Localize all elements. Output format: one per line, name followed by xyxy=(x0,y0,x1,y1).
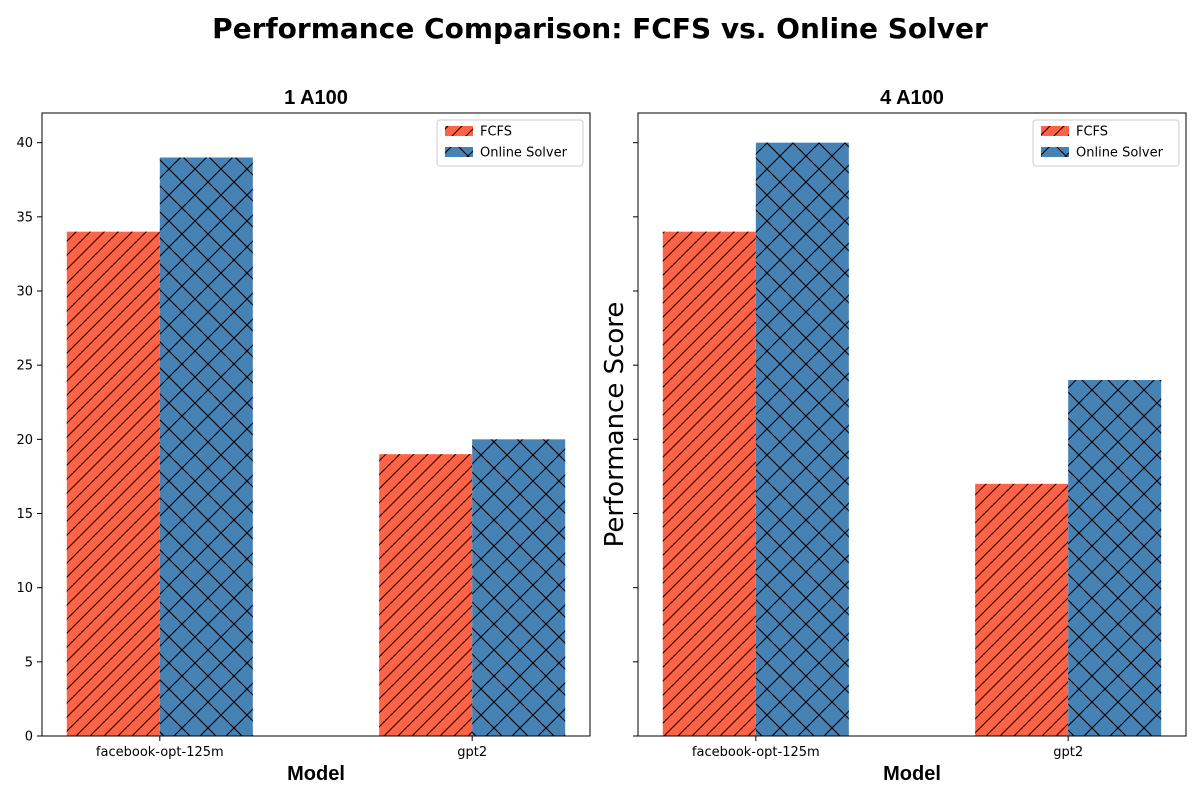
bar-hatch-fcfs-2 xyxy=(379,454,473,736)
x-tick-label: gpt2 xyxy=(457,745,487,760)
x-axis-label: Model xyxy=(287,763,345,785)
legend-label-online-solver: Online Solver xyxy=(480,146,568,161)
y-tick-label: 0 xyxy=(25,730,33,745)
legend-box xyxy=(436,119,584,167)
axes-frame xyxy=(637,112,1187,737)
chart-panels: 1 A100 facebook-opt-125m gpt2 0 5 10 15 20 25 30 3… xyxy=(16,87,1187,785)
x-axis-label: Model xyxy=(883,763,941,785)
x-tick-label: facebook-opt-125m xyxy=(96,745,224,760)
y-axis-label: Performance Score xyxy=(600,302,630,548)
y-tick-label: 30 xyxy=(16,285,33,300)
chart-panel-2: 4 A100 facebook-opt-125m gpt2 Model Performa… xyxy=(600,87,1187,785)
legend-swatch-hatch-fcfs xyxy=(445,126,473,136)
chart-panel-1: 1 A100 facebook-opt-125m gpt2 0 5 10 15 20 25 30 3… xyxy=(16,87,591,785)
y-tick-label: 35 xyxy=(16,210,33,225)
legend-swatch-hatch-online-solver xyxy=(445,147,473,157)
y-tick-label: 5 xyxy=(25,655,33,670)
bar-hatch-online-solver-1 xyxy=(755,142,849,736)
bar-hatch-online-solver-1 xyxy=(159,157,253,736)
legend-box xyxy=(1032,119,1180,167)
x-tick-label: gpt2 xyxy=(1053,745,1083,760)
legend-swatch-hatch-fcfs xyxy=(1041,126,1069,136)
legend: FCFS Online Solver xyxy=(436,119,584,167)
bar-hatch-fcfs-2 xyxy=(975,483,1069,736)
panel-title: 1 A100 xyxy=(284,87,348,109)
y-tick-label: 15 xyxy=(16,507,33,522)
legend-label-online-solver: Online Solver xyxy=(1076,146,1164,161)
legend-label-fcfs: FCFS xyxy=(1076,125,1108,140)
y-tick-label: 40 xyxy=(16,136,33,151)
y-tick-label: 20 xyxy=(16,433,33,448)
legend-label-fcfs: FCFS xyxy=(480,125,512,140)
panel-title: 4 A100 xyxy=(880,87,944,109)
y-tick-label: 10 xyxy=(16,581,33,596)
bar-hatch-fcfs-1 xyxy=(66,231,160,736)
x-tick-label: facebook-opt-125m xyxy=(692,745,820,760)
legend: FCFS Online Solver xyxy=(1032,119,1180,167)
figure-title: Performance Comparison: FCFS vs. Online … xyxy=(212,12,988,45)
legend-swatch-hatch-online-solver xyxy=(1041,147,1069,157)
y-tick-label: 25 xyxy=(16,359,33,374)
bar-hatch-online-solver-2 xyxy=(472,439,566,736)
bar-hatch-fcfs-1 xyxy=(662,231,756,736)
bar-hatch-online-solver-2 xyxy=(1068,380,1162,736)
axes-frame xyxy=(41,112,591,737)
